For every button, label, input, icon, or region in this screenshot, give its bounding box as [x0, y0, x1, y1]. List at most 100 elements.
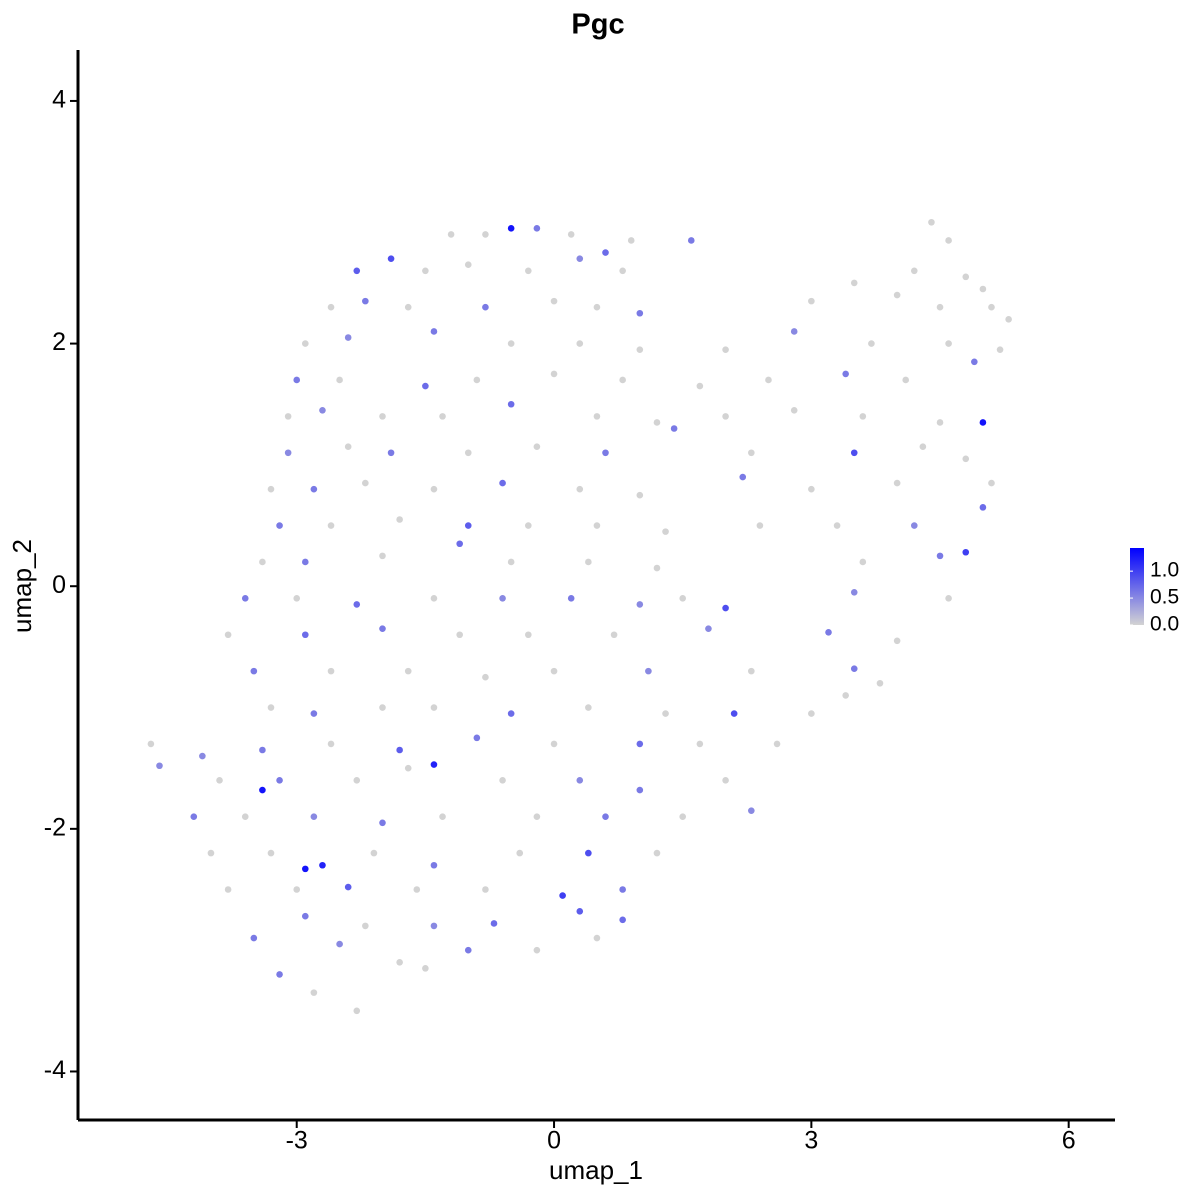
point — [945, 595, 952, 602]
point — [301, 340, 309, 347]
point — [773, 740, 781, 748]
point — [525, 631, 532, 639]
point — [293, 886, 301, 893]
point — [379, 625, 386, 632]
y-tick-label: 0 — [52, 571, 66, 599]
point — [910, 522, 918, 529]
y-tick-label: 2 — [52, 328, 66, 356]
point — [327, 740, 335, 748]
x-axis-label: umap_1 — [549, 1155, 643, 1185]
point — [464, 946, 472, 954]
point — [808, 710, 815, 717]
point — [645, 667, 652, 675]
point — [439, 813, 446, 821]
point — [379, 413, 386, 420]
point — [679, 813, 687, 821]
point — [353, 1007, 361, 1015]
point — [602, 249, 609, 256]
point — [327, 667, 335, 675]
point — [387, 449, 395, 457]
point — [833, 522, 841, 529]
point — [267, 704, 275, 711]
point — [499, 479, 506, 487]
point — [602, 449, 609, 457]
point — [850, 588, 858, 596]
point — [464, 522, 472, 529]
point — [808, 297, 815, 305]
point — [156, 762, 163, 770]
point — [250, 667, 258, 675]
color-bar-label: 0.0 — [1150, 613, 1179, 636]
point — [722, 777, 729, 784]
point — [525, 267, 532, 275]
point — [310, 989, 318, 996]
point — [396, 516, 403, 523]
point — [404, 303, 412, 311]
point — [662, 528, 669, 535]
point — [344, 443, 352, 451]
point — [507, 400, 515, 408]
point — [550, 297, 558, 305]
point — [893, 291, 901, 299]
point — [696, 382, 704, 390]
point — [276, 777, 283, 784]
point — [362, 479, 369, 487]
point — [576, 908, 584, 915]
point — [722, 604, 729, 612]
point — [301, 558, 309, 566]
point — [310, 485, 318, 493]
point — [482, 886, 489, 893]
point — [627, 237, 635, 244]
point — [585, 558, 592, 566]
point — [293, 376, 301, 384]
point — [662, 710, 669, 717]
point — [259, 786, 266, 794]
point — [276, 971, 283, 978]
point — [808, 485, 815, 493]
point — [576, 340, 584, 347]
y-tick-label: 4 — [52, 86, 66, 114]
point — [893, 637, 901, 645]
point — [936, 303, 944, 311]
point — [241, 595, 249, 602]
y-axis-label: umap_2 — [7, 539, 37, 633]
point — [919, 443, 927, 451]
point — [404, 667, 412, 675]
point — [456, 540, 463, 548]
point — [593, 522, 601, 529]
point — [696, 740, 704, 748]
point — [1005, 316, 1012, 323]
point — [765, 376, 772, 384]
point — [310, 710, 318, 717]
point — [422, 267, 429, 275]
point — [790, 407, 798, 414]
point — [276, 522, 283, 529]
point — [482, 673, 489, 681]
point — [988, 479, 995, 487]
point — [679, 595, 687, 602]
point — [567, 231, 575, 238]
point — [430, 328, 438, 335]
color-bar-label: 0.5 — [1150, 586, 1179, 609]
point — [430, 761, 438, 768]
point — [499, 595, 506, 602]
point — [722, 346, 729, 353]
point — [636, 786, 644, 794]
point — [362, 922, 369, 930]
point — [748, 667, 755, 675]
point — [439, 413, 446, 420]
point — [507, 225, 515, 232]
point — [533, 225, 541, 232]
point — [336, 940, 343, 948]
point — [362, 297, 369, 305]
point — [576, 777, 584, 784]
point — [430, 922, 438, 930]
point — [147, 740, 155, 748]
point — [962, 273, 970, 281]
point — [619, 886, 626, 893]
point — [636, 309, 644, 317]
point — [413, 886, 421, 893]
point — [379, 704, 386, 711]
point — [507, 558, 515, 566]
point — [482, 303, 489, 311]
